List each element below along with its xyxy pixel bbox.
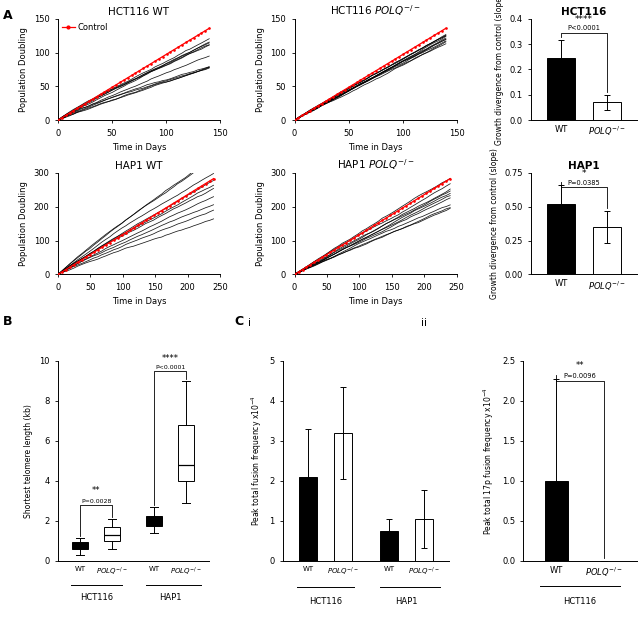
Title: HAP1 WT: HAP1 WT xyxy=(115,161,163,171)
Bar xyxy=(547,58,575,120)
Text: HCT116: HCT116 xyxy=(80,592,113,602)
Title: HCT116 $\it{POLQ}^{-/-}$: HCT116 $\it{POLQ}^{-/-}$ xyxy=(330,2,421,17)
PathPatch shape xyxy=(178,425,194,481)
Title: HAP1 $\it{POLQ}^{-/-}$: HAP1 $\it{POLQ}^{-/-}$ xyxy=(337,157,414,172)
Bar xyxy=(593,102,620,120)
Text: **: ** xyxy=(92,486,100,495)
Y-axis label: Population Doubling: Population Doubling xyxy=(256,181,265,266)
Text: ****: **** xyxy=(575,15,593,24)
Bar xyxy=(415,519,433,561)
Y-axis label: Peak total fusion frequency x10$^{-4}$: Peak total fusion frequency x10$^{-4}$ xyxy=(249,396,264,526)
Text: P=0.0028: P=0.0028 xyxy=(81,499,111,504)
X-axis label: Time in Days: Time in Days xyxy=(112,297,166,307)
Title: HAP1: HAP1 xyxy=(568,161,600,171)
PathPatch shape xyxy=(146,516,162,526)
Y-axis label: Peak total 17p fusion frequency x10$^{-4}$: Peak total 17p fusion frequency x10$^{-4… xyxy=(482,387,496,535)
PathPatch shape xyxy=(72,542,88,549)
Bar xyxy=(334,433,352,561)
Text: P=0.0385: P=0.0385 xyxy=(568,179,601,186)
Text: i: i xyxy=(248,318,251,328)
Text: HAP1: HAP1 xyxy=(159,592,181,602)
Text: ****: **** xyxy=(161,354,179,363)
Text: B: B xyxy=(3,315,13,328)
Text: *: * xyxy=(582,169,586,178)
Text: P<0.0001: P<0.0001 xyxy=(155,365,185,370)
Bar xyxy=(547,204,575,275)
X-axis label: Time in Days: Time in Days xyxy=(112,143,166,152)
Text: P<0.0001: P<0.0001 xyxy=(567,26,601,31)
Text: HCT116: HCT116 xyxy=(309,597,342,606)
Text: C: C xyxy=(235,315,244,328)
Text: **: ** xyxy=(575,361,584,370)
X-axis label: Time in Days: Time in Days xyxy=(349,297,403,307)
Bar xyxy=(299,477,316,561)
Bar xyxy=(545,481,568,561)
Bar xyxy=(593,227,620,275)
PathPatch shape xyxy=(104,527,120,541)
Y-axis label: Shortest telomere length (kb): Shortest telomere length (kb) xyxy=(24,404,33,518)
Y-axis label: Population Doubling: Population Doubling xyxy=(256,27,265,112)
Y-axis label: Population Doubling: Population Doubling xyxy=(19,27,28,112)
Y-axis label: Growth divergence from control (slope): Growth divergence from control (slope) xyxy=(490,148,499,299)
Title: HCT116: HCT116 xyxy=(561,6,606,17)
Y-axis label: Population Doubling: Population Doubling xyxy=(19,181,28,266)
Text: HAP1: HAP1 xyxy=(395,597,418,606)
Bar xyxy=(380,531,398,561)
Legend: Control: Control xyxy=(62,23,107,32)
Text: ii: ii xyxy=(421,318,427,328)
X-axis label: Time in Days: Time in Days xyxy=(349,143,403,152)
Y-axis label: Growth divergence from control (slope): Growth divergence from control (slope) xyxy=(495,0,504,145)
Title: HCT116 WT: HCT116 WT xyxy=(109,6,170,17)
Text: HCT116: HCT116 xyxy=(563,597,597,606)
Text: P=0.0096: P=0.0096 xyxy=(564,373,597,379)
Text: A: A xyxy=(3,9,13,22)
